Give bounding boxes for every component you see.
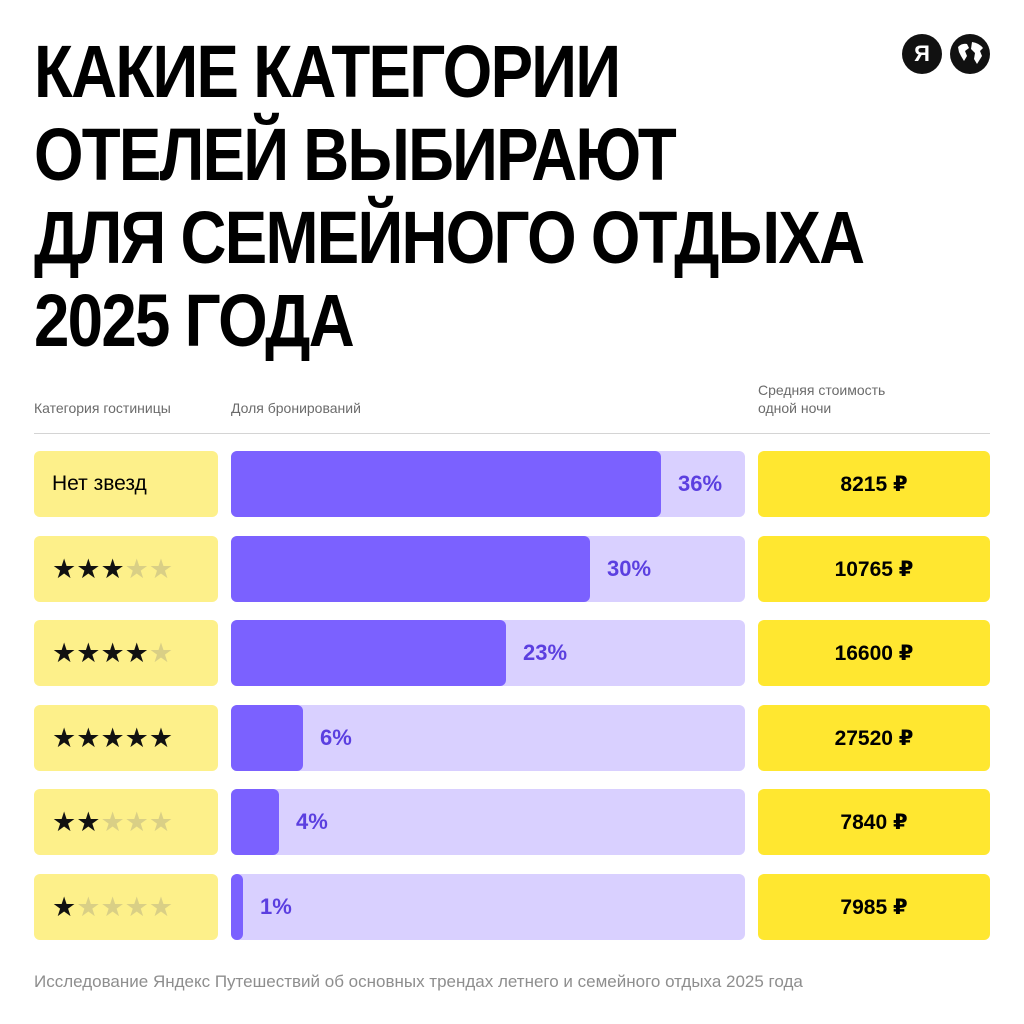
star-rating: ★ ★ ★ ★ ★ <box>52 723 173 754</box>
star-filled-icon: ★ <box>76 637 101 668</box>
price-cell: 7840 ₽ <box>758 789 990 855</box>
category-cell: ★ ★ ★ ★ ★ <box>34 536 218 602</box>
star-filled-icon: ★ <box>52 722 77 753</box>
yandex-logo: Я <box>902 34 942 74</box>
price-cell: 7985 ₽ <box>758 874 990 940</box>
title-line: для семейного отдыха <box>34 196 865 279</box>
star-filled-icon: ★ <box>124 637 149 668</box>
bar-value-label: 23% <box>523 640 568 665</box>
star-empty-icon: ★ <box>100 806 125 837</box>
chart-row: Нет звезд 36% 8215 ₽ <box>0 451 1024 517</box>
globe-icon <box>950 34 990 74</box>
bar-value-label: 6% <box>320 725 352 750</box>
bar-track: 23% <box>231 620 745 686</box>
chart-row: ★ ★ ★ ★ ★ 4% 7840 ₽ <box>0 789 1024 855</box>
footnote: Исследование Яндекс Путешествий об основ… <box>34 972 803 991</box>
bar-value-label: 36% <box>678 471 723 496</box>
bar-track: 4% <box>231 789 745 855</box>
chart-row: ★ ★ ★ ★ ★ 6% 27520 ₽ <box>0 705 1024 771</box>
star-filled-icon: ★ <box>148 722 174 753</box>
bar-value-label: 1% <box>260 894 292 919</box>
price-cell: 8215 ₽ <box>758 451 990 517</box>
price-cell: 16600 ₽ <box>758 620 990 686</box>
star-rating: ★ ★ ★ ★ ★ <box>52 807 173 838</box>
header-price-line: одной ночи <box>758 400 832 416</box>
price-cell: 27520 ₽ <box>758 705 990 771</box>
star-empty-icon: ★ <box>148 637 174 668</box>
bar <box>231 536 590 602</box>
chart-row: ★ ★ ★ ★ ★ 30% 10765 ₽ <box>0 536 1024 602</box>
header-divider <box>34 433 990 434</box>
star-filled-icon: ★ <box>100 637 125 668</box>
star-rating: ★ ★ ★ ★ ★ <box>52 638 173 669</box>
header-price-line: Средняя стоимость <box>758 382 886 398</box>
star-filled-icon: ★ <box>76 806 101 837</box>
bar <box>231 789 279 855</box>
category-cell: ★ ★ ★ ★ ★ <box>34 874 218 940</box>
bar <box>231 705 303 771</box>
bar-track: 1% <box>231 874 745 940</box>
header-price: Средняя стоимость одной ночи <box>758 381 885 417</box>
star-empty-icon: ★ <box>100 891 125 922</box>
bar-track: 36% <box>231 451 745 517</box>
header-category: Категория гостиницы <box>34 400 171 416</box>
star-filled-icon: ★ <box>100 553 125 584</box>
star-empty-icon: ★ <box>124 891 149 922</box>
star-empty-icon: ★ <box>124 806 149 837</box>
star-filled-icon: ★ <box>100 722 125 753</box>
bar <box>231 451 661 517</box>
star-filled-icon: ★ <box>52 891 77 922</box>
title-line: Какие категории <box>34 30 621 113</box>
star-empty-icon: ★ <box>148 553 174 584</box>
star-filled-icon: ★ <box>76 722 101 753</box>
star-empty-icon: ★ <box>124 553 149 584</box>
category-cell: Нет звезд <box>34 451 218 517</box>
bar-value-label: 30% <box>607 556 652 581</box>
star-filled-icon: ★ <box>52 637 77 668</box>
bar-value-label: 4% <box>296 809 328 834</box>
price-cell: 10765 ₽ <box>758 536 990 602</box>
star-filled-icon: ★ <box>76 553 101 584</box>
category-label: Нет звезд <box>52 472 147 495</box>
category-cell: ★ ★ ★ ★ ★ <box>34 705 218 771</box>
star-empty-icon: ★ <box>148 806 174 837</box>
category-cell: ★ ★ ★ ★ ★ <box>34 620 218 686</box>
title-line: отелей выбирают <box>34 113 677 196</box>
chart-row: ★ ★ ★ ★ ★ 1% 7985 ₽ <box>0 874 1024 940</box>
star-filled-icon: ★ <box>52 806 77 837</box>
title-line: 2025 года <box>34 279 355 362</box>
header-share: Доля бронирований <box>231 400 361 416</box>
bar-track: 30% <box>231 536 745 602</box>
star-empty-icon: ★ <box>76 891 101 922</box>
bar <box>231 620 506 686</box>
star-filled-icon: ★ <box>124 722 149 753</box>
bar-track: 6% <box>231 705 745 771</box>
page-title: Какие категории отелей выбирают для семе… <box>34 30 874 362</box>
star-empty-icon: ★ <box>148 891 174 922</box>
star-filled-icon: ★ <box>52 553 77 584</box>
category-cell: ★ ★ ★ ★ ★ <box>34 789 218 855</box>
star-rating: ★ ★ ★ ★ ★ <box>52 892 173 923</box>
bar <box>231 874 243 940</box>
chart-row: ★ ★ ★ ★ ★ 23% 16600 ₽ <box>0 620 1024 686</box>
star-rating: ★ ★ ★ ★ ★ <box>52 554 173 585</box>
